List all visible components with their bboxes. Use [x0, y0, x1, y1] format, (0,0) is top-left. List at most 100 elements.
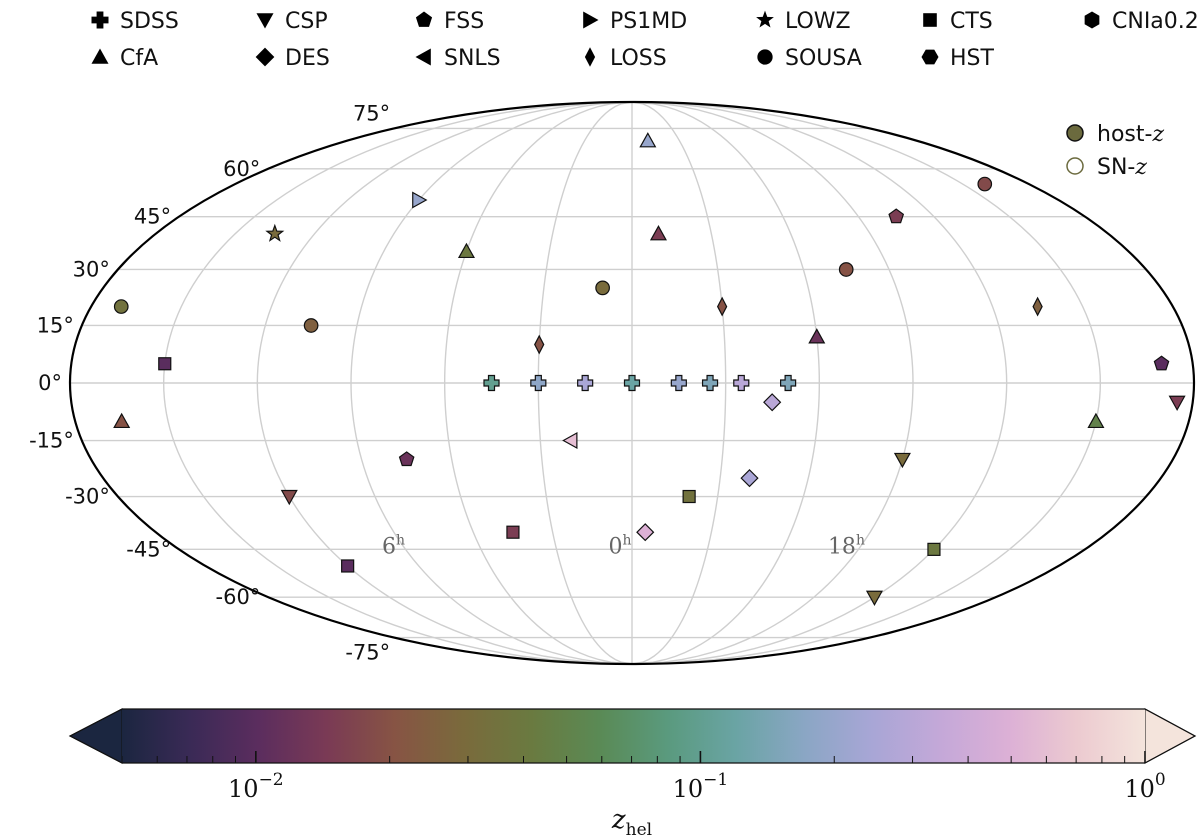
legend-label: CfA [120, 46, 158, 71]
legend-label: PS1MD [610, 9, 687, 34]
data-point [701, 374, 719, 392]
legend-marker-square [923, 13, 937, 27]
colorbar: 10−2 10−1 100 zhel [68, 708, 1197, 840]
colorbar-gradient [122, 709, 1145, 763]
data-point [716, 296, 728, 317]
data-point [623, 374, 641, 392]
data-point [483, 374, 500, 392]
latitude-labels: 75° 60° 45° 30° 15° 0° -15° -30° -45° -60° -75° [29, 101, 390, 664]
data-point [733, 374, 750, 392]
legend-label: SDSS [120, 9, 179, 34]
lat-tick-label: 15° [37, 313, 74, 337]
data-point [158, 357, 172, 371]
legend-entry-des: DES [255, 46, 330, 71]
legend-entry-sousa: SOUSA [757, 46, 862, 71]
legend-marker-triangle-up [91, 48, 109, 64]
data-point [265, 223, 285, 242]
data-point [412, 191, 428, 209]
data-point [649, 225, 667, 241]
sky-boundary [68, 100, 1196, 666]
legend-marker-triangle-left [415, 48, 431, 66]
data-point [341, 559, 355, 573]
graticule-meridian [631, 102, 821, 664]
data-point [670, 374, 687, 392]
data-point [398, 451, 415, 467]
legend-marker-triangle-right [583, 11, 599, 29]
legend-label: SNLS [444, 46, 501, 71]
redshift-legend-label: host-z [1097, 122, 1164, 147]
colorbar-tick-label: 10−1 [673, 770, 729, 803]
legend-entry-snls: SNLS [415, 46, 501, 71]
data-points [113, 132, 1186, 606]
redshift-legend-entry: SN-z [1066, 155, 1147, 180]
legend-entry-sdss: SDSS [91, 9, 179, 34]
graticule-meridian [631, 102, 914, 664]
legend-entry-fss: FSS [415, 9, 484, 34]
legend-marker-plus [91, 11, 109, 29]
redshift-legend-label: SN-z [1097, 155, 1147, 180]
data-point [1087, 412, 1105, 429]
legend-entry-cts: CTS [923, 9, 993, 34]
ra-tick-label: 0h [608, 532, 631, 559]
data-point [530, 374, 547, 392]
data-point [639, 132, 657, 148]
colorbar-extend-high [1144, 708, 1197, 764]
legend-label: DES [285, 46, 330, 71]
data-point [113, 412, 131, 429]
data-point [740, 469, 759, 488]
legend-entry-cfa: CfA [91, 46, 158, 71]
lat-tick-label: 60° [223, 157, 260, 181]
data-point [534, 334, 545, 355]
graticule-meridian [631, 102, 1102, 664]
redshift-legend: host-z SN-z [1066, 122, 1164, 180]
data-point [808, 328, 826, 344]
legend-marker-circle [757, 49, 773, 65]
data-point [1032, 296, 1043, 317]
data-point [888, 208, 905, 224]
legend-label: LOSS [610, 46, 667, 71]
legend-entry-cnia0-2: CNIa0.2 [1084, 9, 1197, 34]
colorbar-tick-label: 100 [1124, 770, 1165, 803]
legend-marker-hexagon [1084, 11, 1100, 29]
legend-entry-loss: LOSS [584, 46, 667, 71]
legend-label: CTS [950, 9, 993, 34]
legend-label: CNIa0.2 [1112, 9, 1197, 34]
data-point [977, 176, 993, 192]
colorbar-title: zhel [611, 805, 652, 840]
data-point [577, 374, 594, 392]
lat-tick-label: 30° [73, 257, 110, 281]
redshift-legend-marker [1066, 157, 1084, 175]
data-point [927, 542, 941, 556]
data-point [562, 432, 578, 450]
legend-marker-triangle-down [256, 13, 274, 29]
lat-tick-label: -75° [345, 641, 390, 665]
data-point [893, 452, 911, 469]
legend-label: LOWZ [785, 9, 851, 34]
data-point [838, 262, 854, 277]
data-point [506, 525, 520, 539]
data-point [682, 489, 696, 504]
legend: SDSS CSP FSS PS1MD LOWZ CTS CNIa0.2 CfA DES SNLS L… [91, 9, 1197, 71]
data-point [303, 318, 319, 333]
data-point [763, 393, 782, 412]
lat-tick-label: 75° [353, 101, 390, 125]
lat-tick-label: -30° [65, 485, 110, 509]
legend-label: HST [950, 46, 995, 71]
data-point [113, 299, 129, 314]
data-point [1153, 355, 1170, 371]
data-point [865, 590, 883, 606]
data-point [636, 523, 655, 542]
data-point [1168, 395, 1186, 411]
ra-labels: 6h 0h 18h [382, 532, 865, 559]
ra-tick-label: 6h [382, 532, 405, 559]
legend-marker-pentagon [415, 11, 433, 27]
legend-marker-hexagon-alt [921, 49, 939, 65]
legend-entry-csp: CSP [256, 9, 328, 34]
ra-tick-label: 18h [828, 532, 865, 559]
graticule-meridian [443, 102, 633, 664]
legend-marker-star [756, 10, 774, 28]
lat-tick-label: -45° [126, 537, 171, 561]
colorbar-extend-low [68, 708, 123, 764]
colorbar-tick-label: 10−2 [228, 770, 284, 803]
data-point [280, 489, 298, 506]
